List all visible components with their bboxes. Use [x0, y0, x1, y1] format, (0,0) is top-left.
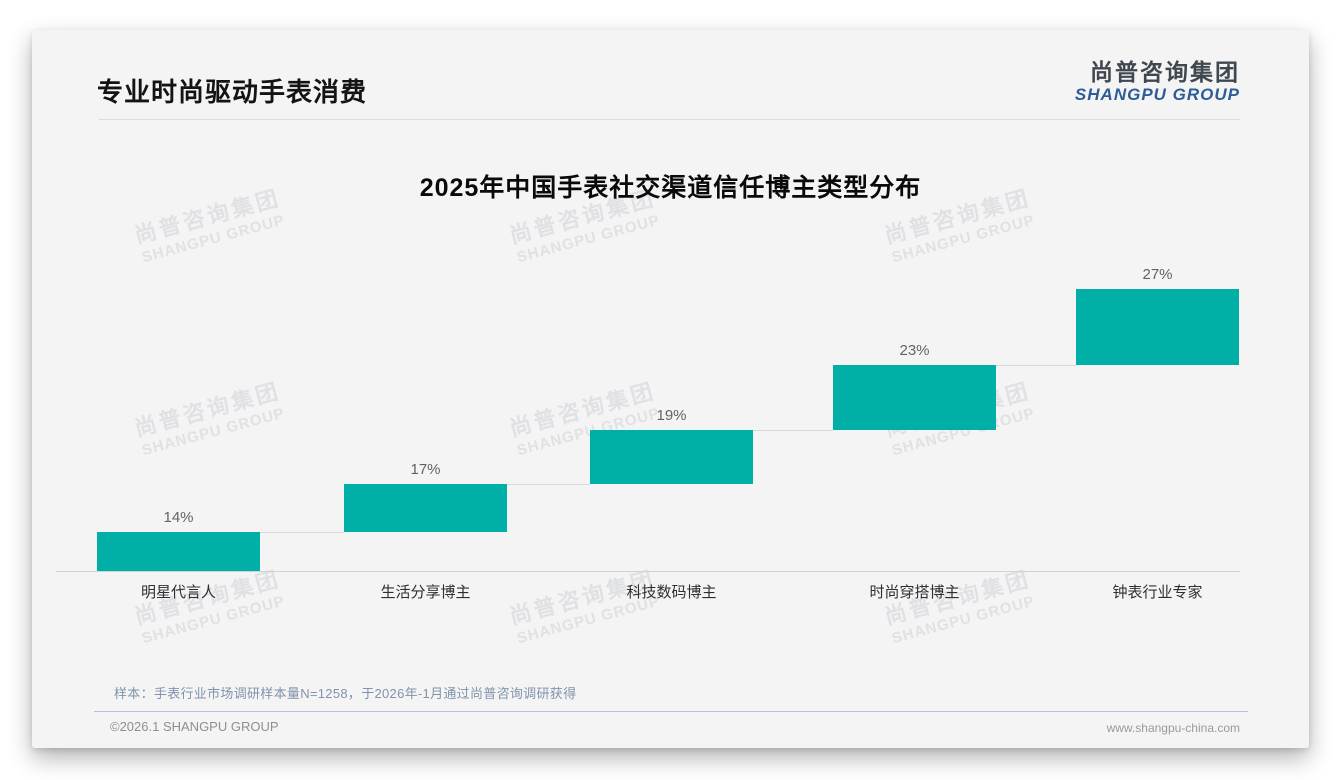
bar-科技数码博主: [590, 430, 753, 484]
category-label: 生活分享博主: [380, 584, 471, 601]
copyright-text: ©2026.1 SHANGPU GROUP: [110, 719, 279, 734]
step-connector: [260, 531, 344, 533]
website-url: www.shangpu-china.com: [1106, 721, 1240, 735]
step-connector: [996, 365, 1076, 367]
bar-value-label: 17%: [410, 460, 441, 478]
page-title: 专业时尚驱动手表消费: [97, 77, 368, 107]
bar-value-label: 14%: [163, 508, 194, 526]
x-axis-line: [56, 571, 1240, 572]
bar-value-label: 27%: [1142, 266, 1173, 283]
step-connector: [507, 483, 590, 485]
header-divider: [99, 119, 1240, 120]
category-label: 科技数码博主: [626, 584, 717, 601]
bar-明星代言人: [97, 531, 260, 571]
category-label: 钟表行业专家: [1112, 584, 1203, 601]
footer-divider: [94, 711, 1248, 712]
category-label: 时尚穿搭博主: [869, 584, 960, 601]
bar-value-label: 23%: [899, 342, 930, 360]
company-logo-chinese: 尚普咨询集团: [1090, 59, 1240, 85]
sample-note: 样本：手表行业市场调研样本量N=1258，于2026年-1月通过尚普咨询调研获得: [114, 686, 577, 701]
category-label: 明星代言人: [140, 584, 216, 601]
bar-生活分享博主: [344, 483, 507, 532]
step-connector: [753, 430, 833, 431]
company-logo: 尚普咨询集团 SHANGPU GROUP: [1074, 59, 1240, 106]
chart-title: 2025年中国手表社交渠道信任博主类型分布: [419, 174, 922, 202]
bar-value-label: 19%: [656, 407, 687, 424]
waterfall-chart: 14% 明星代言人 17% 生活分享博主 19% 科技数码博主 23% 时尚穿搭博主 27% 钟表…: [32, 30, 1309, 748]
bar-时尚穿搭博主: [833, 365, 996, 430]
company-logo-english: SHANGPU GROUP: [1074, 85, 1240, 105]
slide-card: 尚普咨询集团 SHANGPU GROUP 尚普咨询集团 SHANGPU GROUP 尚普…: [32, 30, 1309, 748]
bar-钟表行业专家: [1076, 289, 1239, 366]
